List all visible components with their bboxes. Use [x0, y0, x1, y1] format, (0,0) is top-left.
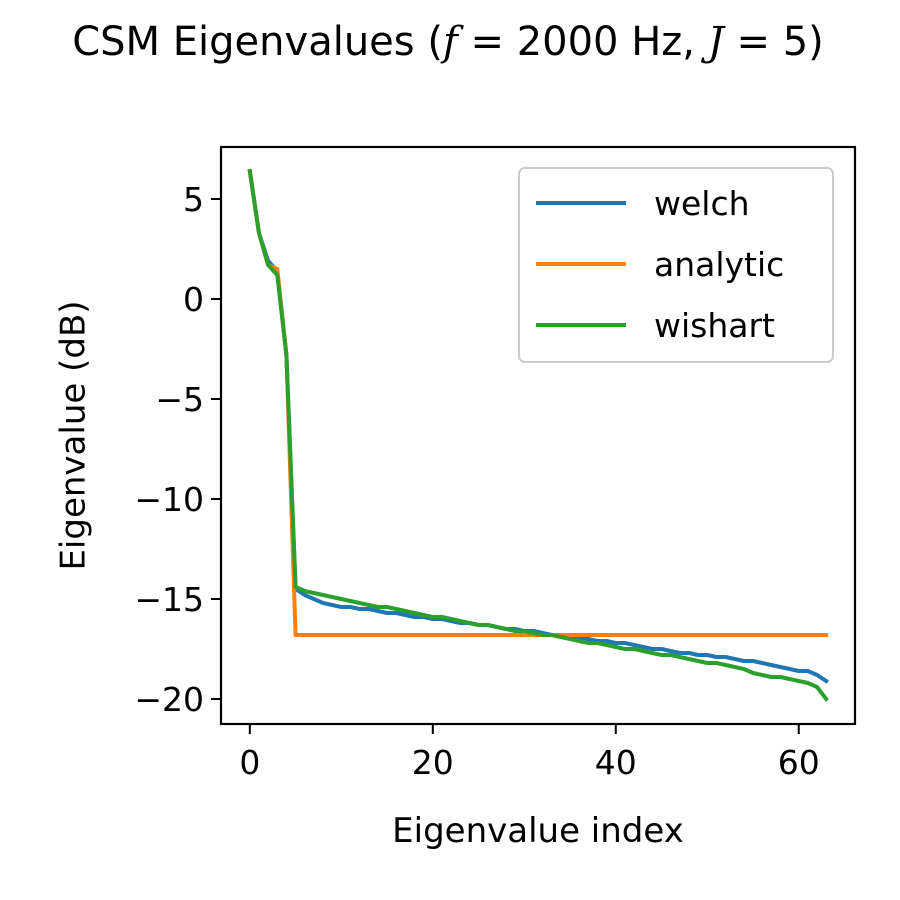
series-layer [247, 168, 829, 702]
x-axis-label: Eigenvalue index [392, 811, 684, 851]
legend-label-welch: welch [654, 184, 750, 223]
legend-label-analytic: analytic [654, 245, 784, 284]
y-tick-label: 5 [183, 180, 204, 219]
x-tick-label: 40 [595, 743, 637, 782]
title-prefix: CSM Eigenvalues ( [72, 19, 443, 65]
series-line-wishart [247, 168, 829, 702]
chart-title: CSM Eigenvalues (f = 2000 Hz, J = 5) [72, 19, 824, 65]
y-tick-label: −5 [155, 380, 204, 419]
x-tick-label: 0 [239, 743, 260, 782]
x-tick-label: 20 [412, 743, 454, 782]
plot-frame [219, 145, 857, 726]
legend-label-wishart: wishart [654, 306, 775, 345]
y-axis: 5 0 −5 −10 −15 −20 [134, 180, 221, 719]
y-tick-label: −10 [134, 480, 204, 519]
y-tick-label: −15 [134, 580, 204, 619]
y-tick-label: −20 [134, 680, 204, 719]
legend-box [518, 167, 834, 363]
title-f-value: = 2000 Hz, [458, 19, 708, 65]
y-tick-label: 0 [183, 280, 204, 319]
y-axis-label: Eigenvalue (dB) [54, 300, 94, 570]
plot-area [219, 145, 857, 726]
x-axis: 0 20 40 60 [239, 724, 820, 782]
legend: welch analytic wishart [518, 167, 834, 363]
x-tick-label: 60 [778, 743, 820, 782]
title-j-value: = 5) [724, 19, 824, 65]
